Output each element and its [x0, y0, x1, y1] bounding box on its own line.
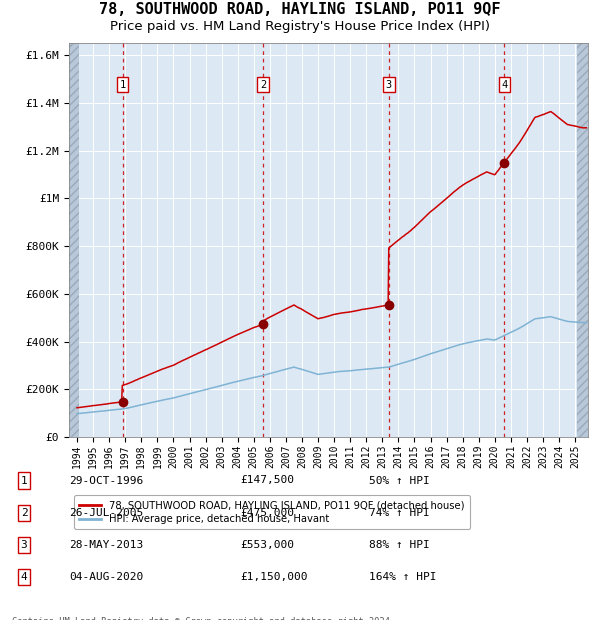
Text: 29-OCT-1996: 29-OCT-1996: [69, 476, 143, 485]
Legend: 78, SOUTHWOOD ROAD, HAYLING ISLAND, PO11 9QF (detached house), HPI: Average pric: 78, SOUTHWOOD ROAD, HAYLING ISLAND, PO11…: [74, 495, 470, 529]
Text: 74% ↑ HPI: 74% ↑ HPI: [369, 508, 430, 518]
Text: 1: 1: [119, 80, 125, 90]
Text: £1,150,000: £1,150,000: [240, 572, 308, 582]
Text: 26-JUL-2005: 26-JUL-2005: [69, 508, 143, 518]
Text: 2: 2: [260, 80, 266, 90]
Bar: [69, 43, 79, 437]
Text: 88% ↑ HPI: 88% ↑ HPI: [369, 540, 430, 550]
Text: 50% ↑ HPI: 50% ↑ HPI: [369, 476, 430, 485]
Text: 3: 3: [386, 80, 392, 90]
Text: £147,500: £147,500: [240, 476, 294, 485]
Text: Price paid vs. HM Land Registry's House Price Index (HPI): Price paid vs. HM Land Registry's House …: [110, 20, 490, 33]
Text: 3: 3: [20, 540, 28, 550]
Bar: [577, 43, 588, 437]
Text: 2: 2: [20, 508, 28, 518]
Text: 1: 1: [20, 476, 28, 485]
Text: 164% ↑ HPI: 164% ↑ HPI: [369, 572, 437, 582]
Text: 04-AUG-2020: 04-AUG-2020: [69, 572, 143, 582]
Text: Contains HM Land Registry data © Crown copyright and database right 2024.: Contains HM Land Registry data © Crown c…: [12, 617, 395, 620]
Text: 4: 4: [501, 80, 508, 90]
Text: £475,000: £475,000: [240, 508, 294, 518]
Text: 28-MAY-2013: 28-MAY-2013: [69, 540, 143, 550]
Text: 78, SOUTHWOOD ROAD, HAYLING ISLAND, PO11 9QF: 78, SOUTHWOOD ROAD, HAYLING ISLAND, PO11…: [99, 2, 501, 17]
Text: 4: 4: [20, 572, 28, 582]
Text: £553,000: £553,000: [240, 540, 294, 550]
